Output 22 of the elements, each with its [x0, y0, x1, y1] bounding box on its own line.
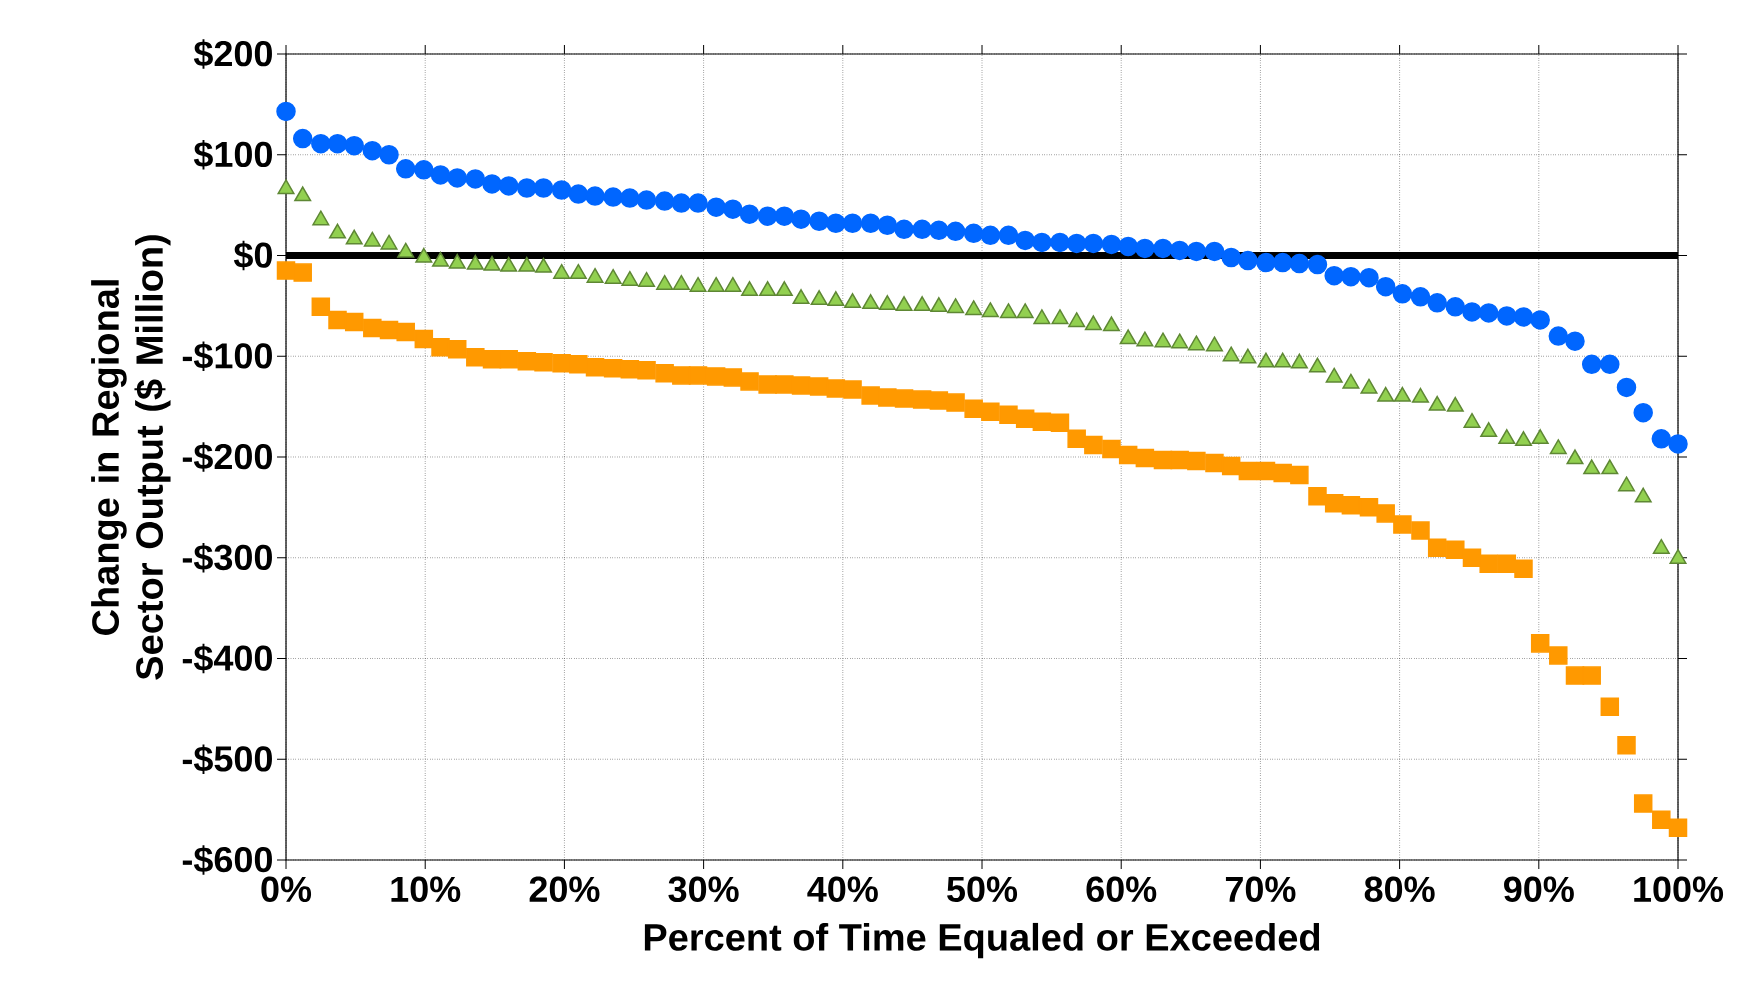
x-tick-label: 80% [1364, 876, 1435, 902]
y-tick-label: -$200 [182, 442, 272, 472]
x-tick-label: 30% [668, 876, 739, 903]
x-tick-label: 20% [529, 876, 600, 902]
x-tick-label: 0% [261, 876, 312, 902]
x-tick-label: 10% [391, 876, 461, 902]
y-tick-label: -$500 [182, 744, 272, 774]
y-tick-label: -$400 [182, 643, 272, 674]
y-tick-label: -$600 [182, 845, 272, 875]
x-tick-label: 60% [1086, 876, 1157, 902]
y-axis-title: Change in Regional Sector Output ($ Million) [91, 235, 171, 680]
y-tick-label: -$300 [182, 543, 272, 573]
y-tick-label: $200 [193, 39, 272, 69]
y-tick-label: $100 [193, 140, 272, 170]
x-tick-label: 40% [807, 876, 878, 902]
x-tick-label: 70% [1225, 876, 1296, 902]
y-tick-label: -$100 [182, 341, 272, 371]
x-tick-label: 50% [947, 876, 1018, 902]
y-tick-label: $0 [233, 240, 272, 271]
x-axis-title: Percent of Time Equaled or Exceeded [644, 922, 1320, 959]
x-tick-label: 100% [1634, 876, 1724, 902]
x-tick-label: 90% [1504, 876, 1574, 902]
